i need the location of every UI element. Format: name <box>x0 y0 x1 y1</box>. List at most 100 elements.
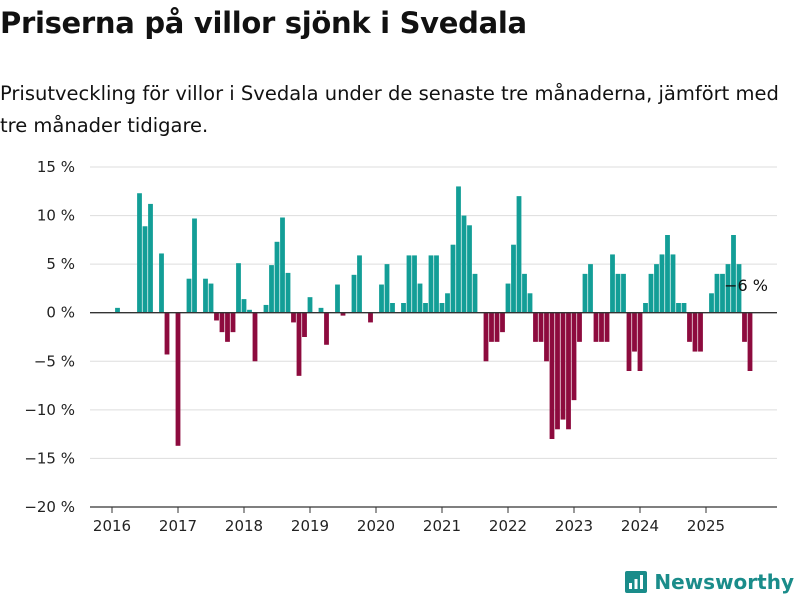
bar <box>725 264 731 313</box>
bar <box>621 273 626 313</box>
chart-title: Priserna på villor sjönk i Svedala <box>0 6 527 40</box>
bar <box>538 312 544 342</box>
bar <box>483 312 489 362</box>
bar <box>324 312 329 345</box>
annotations: −6 % <box>724 276 768 295</box>
bar <box>137 193 142 313</box>
bar <box>467 225 472 313</box>
x-tick-label: 2019 <box>291 517 329 535</box>
x-tick-label: 2024 <box>621 517 659 535</box>
bar <box>236 263 241 313</box>
bar <box>555 312 560 430</box>
bar <box>489 312 494 342</box>
bar <box>742 312 747 342</box>
bar <box>159 253 164 313</box>
bar-chart: 15 %10 %5 %0 %−5 %−10 %−15 %−20 % 2016 20… <box>24 158 777 535</box>
bar <box>626 312 632 371</box>
y-tick-label: −10 % <box>24 401 75 419</box>
x-tick-label: 2021 <box>423 517 461 535</box>
y-axis-ticks: 15 % 10 % 5 % 0 % −5 % −10 % −15 % −20 % <box>24 158 75 516</box>
bar <box>307 297 313 313</box>
bar <box>560 312 566 420</box>
bar <box>456 186 461 313</box>
bar <box>687 312 692 342</box>
bar <box>252 312 258 362</box>
newsworthy-logo-icon <box>625 571 648 593</box>
gridlines <box>90 166 777 508</box>
x-tick-label: 2023 <box>555 517 593 535</box>
bar <box>241 299 247 313</box>
bar <box>736 264 742 313</box>
bar <box>247 309 252 313</box>
bar <box>340 312 346 316</box>
x-tick-label: 2025 <box>687 517 725 535</box>
bar <box>648 273 654 313</box>
y-tick-label: −15 % <box>24 449 75 467</box>
x-axis: 2016 2017 2018 2019 2020 2021 2022 2023 2024 2025 <box>90 312 777 535</box>
bar <box>214 312 219 321</box>
bar <box>610 254 615 313</box>
x-tick-label: 2022 <box>489 517 527 535</box>
bar <box>588 264 593 313</box>
x-tick-label: 2017 <box>159 517 197 535</box>
bar <box>450 244 456 313</box>
bar <box>533 312 538 342</box>
bar <box>417 283 423 313</box>
bar <box>274 241 280 313</box>
bar <box>577 312 582 342</box>
bar <box>692 312 698 352</box>
bar <box>549 312 555 439</box>
bar <box>412 255 417 313</box>
bar <box>500 312 505 333</box>
bar <box>566 312 571 430</box>
bar <box>516 196 522 313</box>
bar <box>175 312 181 446</box>
y-tick-label: 0 % <box>46 304 75 322</box>
y-tick-label: −20 % <box>24 498 75 516</box>
bar <box>582 273 588 313</box>
bars <box>115 186 753 446</box>
bar <box>384 264 390 313</box>
bar <box>208 283 214 313</box>
bar <box>511 244 516 313</box>
bar <box>472 273 478 313</box>
bar <box>390 303 395 313</box>
bar <box>285 272 291 313</box>
bar <box>186 278 192 313</box>
bar <box>142 226 148 313</box>
bar <box>747 312 753 371</box>
y-tick-label: 10 % <box>37 207 75 225</box>
bar <box>599 312 604 342</box>
bar <box>219 312 225 333</box>
bar <box>593 312 599 342</box>
bar <box>203 278 208 313</box>
x-tick-label: 2020 <box>357 517 395 535</box>
bar <box>357 255 362 313</box>
bar <box>544 312 549 362</box>
bar <box>714 273 720 313</box>
bar <box>335 284 340 313</box>
bar <box>351 274 357 313</box>
bar <box>494 312 500 342</box>
bar <box>461 215 467 313</box>
bar <box>654 264 659 313</box>
bar <box>659 254 665 313</box>
bar <box>225 312 230 342</box>
bar <box>665 235 670 313</box>
bar <box>522 273 527 313</box>
x-tick-label: 2016 <box>93 517 131 535</box>
bar <box>637 312 643 371</box>
brand-logo: Newsworthy <box>624 570 794 594</box>
bar <box>263 304 269 313</box>
bar <box>681 303 687 313</box>
bar <box>505 283 511 313</box>
bar <box>571 312 577 401</box>
bar <box>428 255 434 313</box>
bar <box>632 312 637 352</box>
bar <box>379 284 384 313</box>
bar <box>434 255 439 313</box>
bar <box>192 218 197 313</box>
bar <box>670 254 676 313</box>
bar <box>445 293 450 313</box>
x-tick-label: 2018 <box>225 517 263 535</box>
